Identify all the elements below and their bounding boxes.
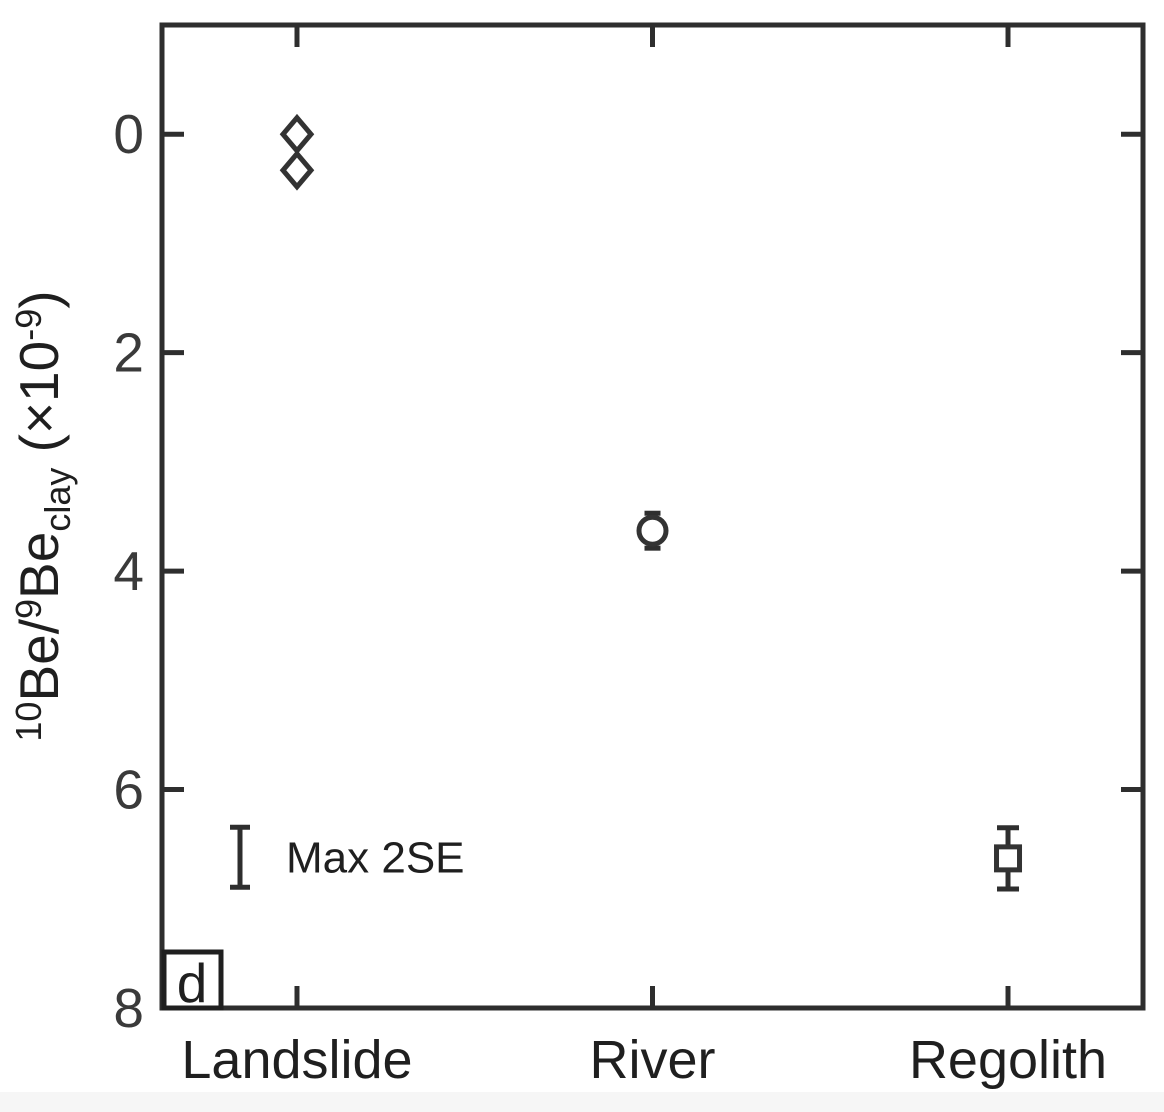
marker-diamond-landslide <box>279 149 315 191</box>
panel-label: d <box>177 952 208 1014</box>
y-tick-label: 0 <box>113 103 144 165</box>
marker-square-regolith <box>994 844 1023 873</box>
y-tick-label: 6 <box>113 759 144 821</box>
y-axis-label: 10Be/9Beclay (×10-9) <box>8 290 78 741</box>
bottom-strip <box>0 1092 1164 1112</box>
y-tick-label: 8 <box>113 977 144 1039</box>
x-tick-label-river: River <box>589 1030 715 1090</box>
legend-max2se-label: Max 2SE <box>286 833 465 882</box>
marker-circle-river <box>636 514 669 547</box>
x-tick-label-landslide: Landslide <box>181 1030 412 1090</box>
y-tick-label: 4 <box>113 540 144 602</box>
y-tick-label: 2 <box>113 322 144 384</box>
x-tick-label-regolith: Regolith <box>909 1030 1107 1090</box>
panel-label-box <box>161 949 224 1011</box>
